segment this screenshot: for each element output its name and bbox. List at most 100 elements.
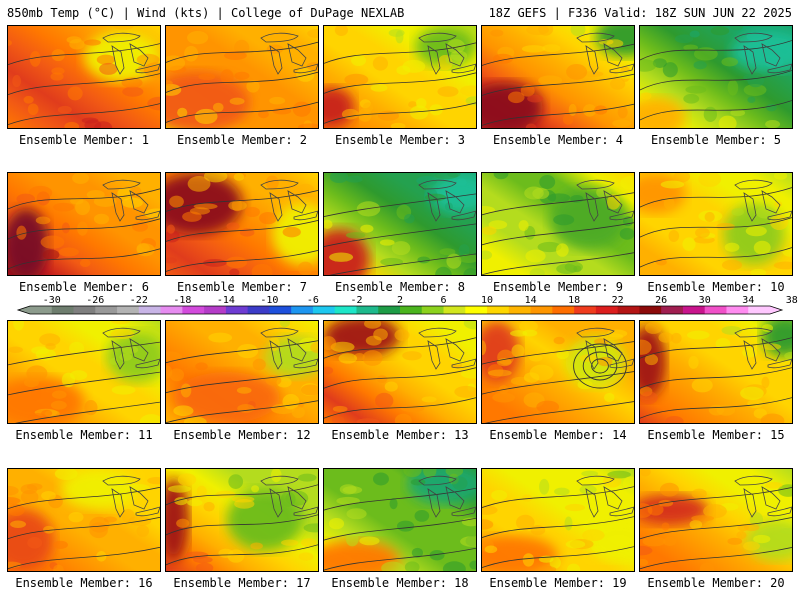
height-contour [8, 103, 160, 126]
temperature-speckle [81, 117, 99, 124]
temperature-speckle [31, 386, 42, 401]
colorbar-tick-label: 10 [481, 296, 493, 306]
ensemble-member-label: Ensemble Member: 16 [15, 576, 153, 590]
temperature-speckle [258, 110, 269, 119]
temperature-speckle [329, 173, 349, 184]
temperature-speckle [640, 173, 651, 178]
colorbar-swatch [595, 306, 619, 314]
temperature-anomaly [61, 469, 138, 510]
temperature-speckle [482, 250, 493, 260]
colorbar-swatch [117, 306, 140, 314]
great-lakes-outline [293, 506, 318, 517]
temperature-speckle [745, 225, 767, 237]
height-contour [8, 188, 160, 210]
great-lakes-outline [734, 475, 773, 486]
temperature-field [640, 321, 792, 423]
temperature-speckle [228, 474, 244, 489]
temperature-speckle [607, 470, 632, 479]
colorbar-swatch [247, 306, 270, 314]
temperature-speckle [251, 485, 260, 493]
colorbar-swatch [617, 306, 640, 314]
temperature-speckle [147, 96, 160, 111]
colorbar-swatch [334, 306, 357, 314]
temperature-speckle [167, 485, 191, 493]
ensemble-member-label: Ensemble Member: 4 [492, 133, 624, 147]
great-lakes-outline [102, 475, 141, 486]
temperature-field [166, 26, 318, 128]
temperature-speckle [307, 28, 318, 39]
ensemble-member-label: Ensemble Member: 7 [176, 280, 308, 294]
temperature-speckle [195, 362, 208, 371]
temperature-speckle [779, 527, 792, 535]
temperature-speckle [660, 180, 685, 189]
temperature-field [482, 469, 634, 571]
temperature-anomaly [324, 540, 400, 571]
height-contour [640, 99, 792, 121]
height-contour [640, 397, 792, 419]
temperature-speckle [556, 243, 569, 257]
great-lakes-outline [418, 475, 457, 486]
temperature-field [640, 173, 792, 275]
temperature-speckle [345, 232, 366, 239]
height-contour [166, 514, 318, 536]
temperature-speckle [373, 328, 388, 341]
ensemble-map-2 [165, 25, 319, 129]
height-contour [324, 367, 476, 389]
temperature-speckle [564, 503, 586, 512]
great-lakes-outline [129, 338, 149, 362]
temperature-speckle [328, 518, 345, 530]
temperature-speckle [310, 341, 318, 354]
temperature-speckle [691, 515, 714, 522]
temperature-speckle [42, 249, 60, 260]
temperature-speckle [704, 211, 715, 222]
temperature-speckle [226, 222, 240, 231]
temperature-speckle [493, 173, 509, 180]
ensemble-map-6 [7, 172, 161, 276]
great-lakes-outline [451, 506, 476, 517]
temperature-speckle [644, 353, 659, 366]
temperature-speckle [554, 487, 570, 496]
colorbar-swatch [574, 306, 597, 314]
temperature-speckle [658, 332, 674, 343]
temperature-speckle [8, 346, 23, 353]
height-contour [324, 193, 476, 218]
great-lakes-outline [111, 488, 125, 518]
ensemble-member-label: Ensemble Member: 10 [647, 280, 785, 294]
temperature-speckle [538, 75, 563, 86]
temperature-speckle [373, 472, 389, 486]
temperature-speckle [237, 343, 259, 359]
great-lakes-outline [287, 486, 307, 510]
ensemble-member-label: Ensemble Member: 3 [334, 133, 466, 147]
temperature-speckle [251, 263, 273, 275]
temperature-speckle [640, 545, 653, 556]
height-contour [482, 546, 634, 569]
temperature-speckle [612, 119, 631, 128]
temperature-speckle [747, 399, 764, 409]
temperature-field [324, 173, 476, 275]
colorbar-swatch [51, 306, 75, 314]
ensemble-map-18 [323, 468, 477, 572]
temperature-speckle [743, 541, 760, 551]
temperature-speckle [579, 485, 597, 495]
temperature-speckle [753, 534, 771, 544]
temperature-speckle [26, 365, 48, 382]
ensemble-member-label: Ensemble Member: 17 [173, 576, 311, 590]
temperature-speckle [53, 540, 68, 549]
temperature-speckle [184, 45, 199, 62]
title-left: 850mb Temp (°C) | Wind (kts) | College o… [7, 6, 405, 20]
temperature-speckle [568, 103, 577, 116]
temperature-speckle [640, 92, 652, 100]
temperature-speckle [119, 353, 133, 361]
temperature-speckle [292, 101, 311, 117]
temperature-speckle [390, 122, 406, 128]
temperature-speckle [166, 365, 173, 379]
temperature-speckle [280, 491, 296, 507]
temperature-speckle [306, 62, 318, 71]
colorbar-tick-label: 18 [568, 296, 580, 306]
temperature-speckle [740, 386, 764, 400]
ensemble-map-8 [323, 172, 477, 276]
temperature-speckle [439, 248, 456, 256]
temperature-speckle [122, 86, 144, 97]
temperature-speckle [291, 406, 305, 419]
height-contour [482, 43, 634, 66]
